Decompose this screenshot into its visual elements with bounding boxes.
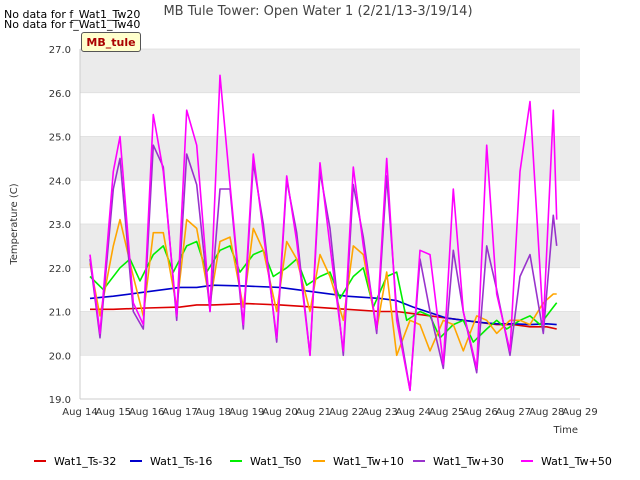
x-tick-label: Aug 14 xyxy=(62,407,97,418)
x-tick-label: Aug 21 xyxy=(296,407,331,418)
station-tag: MB_tule xyxy=(81,32,141,52)
x-tick-label: Aug 27 xyxy=(496,407,531,418)
series-line-Wat1_Ts-16 xyxy=(89,284,557,326)
legend: Wat1_Ts-32 Wat1_Ts-16 Wat1_Ts0 Wat1_Tw+10 Wa… xyxy=(34,455,612,468)
x-tick-label: Aug 24 xyxy=(396,407,431,418)
y-tick-label: 25.0 xyxy=(49,133,71,144)
series-layer xyxy=(89,74,558,392)
x-tick-label: Aug 20 xyxy=(262,407,297,418)
y-axis-label: Temperature (C) xyxy=(9,183,20,265)
no-data-note-tw20: No data for f_Wat1_Tw20 xyxy=(4,8,141,21)
x-tick-label: Aug 28 xyxy=(529,407,564,418)
series-line-Wat1_Tw+50 xyxy=(89,74,558,392)
y-tick-label: 21.0 xyxy=(49,308,71,319)
y-tick-label: 24.0 xyxy=(49,176,71,187)
axes xyxy=(79,49,580,400)
x-tick-label: Aug 26 xyxy=(462,407,497,418)
x-tick-label: Aug 22 xyxy=(329,407,364,418)
legend-label: Wat1_Ts0 xyxy=(250,455,301,468)
x-axis-label: Time xyxy=(553,425,578,436)
y-tick-label: 19.0 xyxy=(49,395,71,406)
y-tick-label: 27.0 xyxy=(49,45,71,56)
x-tick-label: Aug 29 xyxy=(562,407,597,418)
legend-label: Wat1_Ts-16 xyxy=(150,455,212,468)
y-tick-label: 20.0 xyxy=(49,351,71,362)
series-line-Wat1_Ts-32 xyxy=(90,302,557,330)
y-tick-label: 26.0 xyxy=(49,89,71,100)
legend-label: Wat1_Tw+10 xyxy=(333,455,404,468)
y-tick-labels: 19.0 20.0 21.0 22.0 23.0 24.0 25.0 26.0 27.0 xyxy=(49,45,71,406)
plot-band xyxy=(80,136,580,181)
x-tick-label: Aug 19 xyxy=(229,407,264,418)
x-tick-label: Aug 23 xyxy=(362,407,397,418)
x-tick-label: Aug 17 xyxy=(162,407,197,418)
legend-label: Wat1_Tw+50 xyxy=(541,455,612,468)
chart-title: MB Tule Tower: Open Water 1 (2/21/13-3/1… xyxy=(163,4,472,19)
plot-band xyxy=(80,49,580,93)
x-tick-label: Aug 15 xyxy=(96,407,131,418)
legend-label: Wat1_Ts-32 xyxy=(54,455,116,468)
x-tick-label: Aug 16 xyxy=(129,407,164,418)
x-tick-label: Aug 18 xyxy=(196,407,231,418)
y-tick-label: 23.0 xyxy=(49,220,71,231)
legend-label: Wat1_Tw+30 xyxy=(433,455,504,468)
no-data-note-tw40: No data for f_Wat1_Tw40 xyxy=(4,18,141,31)
x-tick-label: Aug 25 xyxy=(429,407,464,418)
series-line-Wat1_Tw+10 xyxy=(89,218,557,357)
y-tick-label: 22.0 xyxy=(49,264,71,275)
